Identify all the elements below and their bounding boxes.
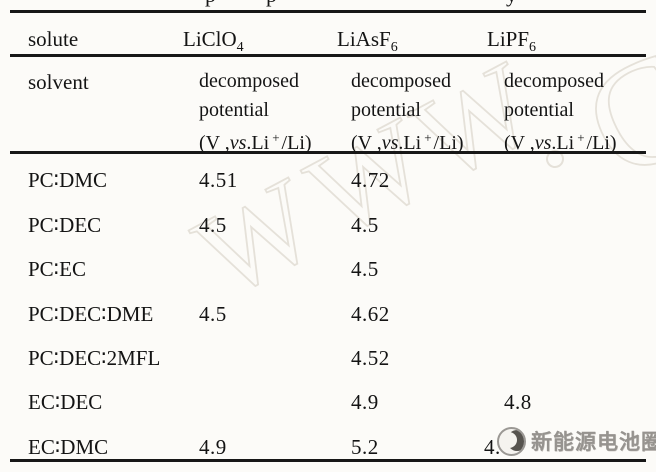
value-cell: 4.5 bbox=[351, 213, 379, 237]
solvent-cell: EC∶DMC bbox=[28, 435, 109, 459]
brand-logo-icon bbox=[497, 426, 526, 456]
unit-line1: decomposed bbox=[351, 70, 451, 92]
value-cell: 4.51 bbox=[199, 168, 238, 192]
solute-liclo4: LiClO4 bbox=[183, 27, 244, 56]
solvent-cell: PC∶DEC∶2MFL bbox=[28, 346, 161, 370]
value-cell: 4.5 bbox=[351, 257, 379, 281]
value-cell: 4.9 bbox=[199, 435, 227, 459]
solvent-label: solvent bbox=[28, 70, 89, 94]
unit-line3: (V ,vs.Li +/Li) bbox=[504, 130, 617, 154]
unit-close: /Li) bbox=[586, 132, 617, 154]
value-cell: 4. bbox=[484, 435, 501, 459]
table-header-rule bbox=[10, 54, 646, 57]
unit-close: /Li) bbox=[433, 132, 464, 154]
unit-line1: decomposed bbox=[199, 70, 299, 92]
unit-open: (V , bbox=[351, 132, 382, 154]
table-subheader-rule bbox=[10, 151, 646, 154]
unit-open: (V , bbox=[199, 132, 230, 154]
cropped-caption: p p y bbox=[0, 0, 656, 9]
value-cell: 4.5 bbox=[199, 213, 227, 237]
unit-vs: vs bbox=[534, 132, 552, 154]
value-cell: 4.52 bbox=[351, 346, 390, 370]
unit-superscript: + bbox=[424, 130, 432, 145]
unit-mid: .Li bbox=[551, 132, 575, 154]
unit-mid: .Li bbox=[398, 132, 422, 154]
solute-name: LiAsF bbox=[337, 27, 391, 51]
solvent-cell: PC∶DMC bbox=[28, 168, 107, 192]
solvent-cell: PC∶DEC∶DME bbox=[28, 302, 154, 326]
caption-fragment: p bbox=[205, 0, 216, 8]
unit-header-liclo4: decomposed potential (V ,vs.Li +/Li) bbox=[199, 67, 312, 158]
solvent-cell: EC∶DEC bbox=[28, 390, 103, 414]
unit-line2: potential bbox=[504, 98, 574, 121]
unit-vs: vs bbox=[381, 132, 399, 154]
solute-lipf6: LiPF6 bbox=[487, 27, 536, 56]
unit-line1: decomposed bbox=[504, 70, 604, 92]
solute-name: LiPF bbox=[487, 27, 530, 51]
brand-logo: 新能源电池圈 bbox=[497, 426, 656, 456]
unit-superscript: + bbox=[272, 130, 280, 145]
caption-fragment: y bbox=[506, 0, 517, 8]
unit-header-liasf6: decomposed potential (V ,vs.Li +/Li) bbox=[351, 67, 464, 158]
table-top-rule bbox=[10, 10, 646, 13]
value-cell: 4.9 bbox=[351, 390, 379, 414]
value-cell: 4.62 bbox=[351, 302, 390, 326]
solute-liasf6: LiAsF6 bbox=[337, 27, 398, 56]
unit-vs: vs bbox=[229, 132, 247, 154]
unit-mid: .Li bbox=[246, 132, 270, 154]
caption-fragment: p bbox=[266, 0, 277, 8]
solvent-cell: PC∶DEC bbox=[28, 213, 102, 237]
unit-header-lipf6: decomposed potential (V ,vs.Li +/Li) bbox=[504, 67, 617, 158]
solute-subscript: 6 bbox=[390, 40, 398, 55]
unit-close: /Li) bbox=[281, 132, 312, 154]
solute-label: solute bbox=[28, 27, 79, 51]
value-cell: 5.2 bbox=[351, 435, 379, 459]
unit-line3: (V ,vs.Li +/Li) bbox=[351, 130, 464, 154]
solute-subscript: 4 bbox=[236, 40, 244, 55]
value-cell: 4.5 bbox=[199, 302, 227, 326]
value-cell: 4.8 bbox=[504, 390, 532, 414]
solute-subscript: 6 bbox=[529, 40, 537, 55]
brand-logo-text: 新能源电池圈 bbox=[531, 430, 656, 454]
unit-superscript: + bbox=[577, 130, 585, 145]
unit-line2: potential bbox=[351, 98, 421, 121]
unit-line3: (V ,vs.Li +/Li) bbox=[199, 130, 312, 154]
solvent-cell: PC∶EC bbox=[28, 257, 86, 281]
unit-open: (V , bbox=[504, 132, 535, 154]
table-bottom-rule bbox=[10, 459, 646, 462]
value-cell: 4.72 bbox=[351, 168, 390, 192]
solute-name: LiClO bbox=[183, 27, 237, 51]
unit-line2: potential bbox=[199, 98, 269, 121]
